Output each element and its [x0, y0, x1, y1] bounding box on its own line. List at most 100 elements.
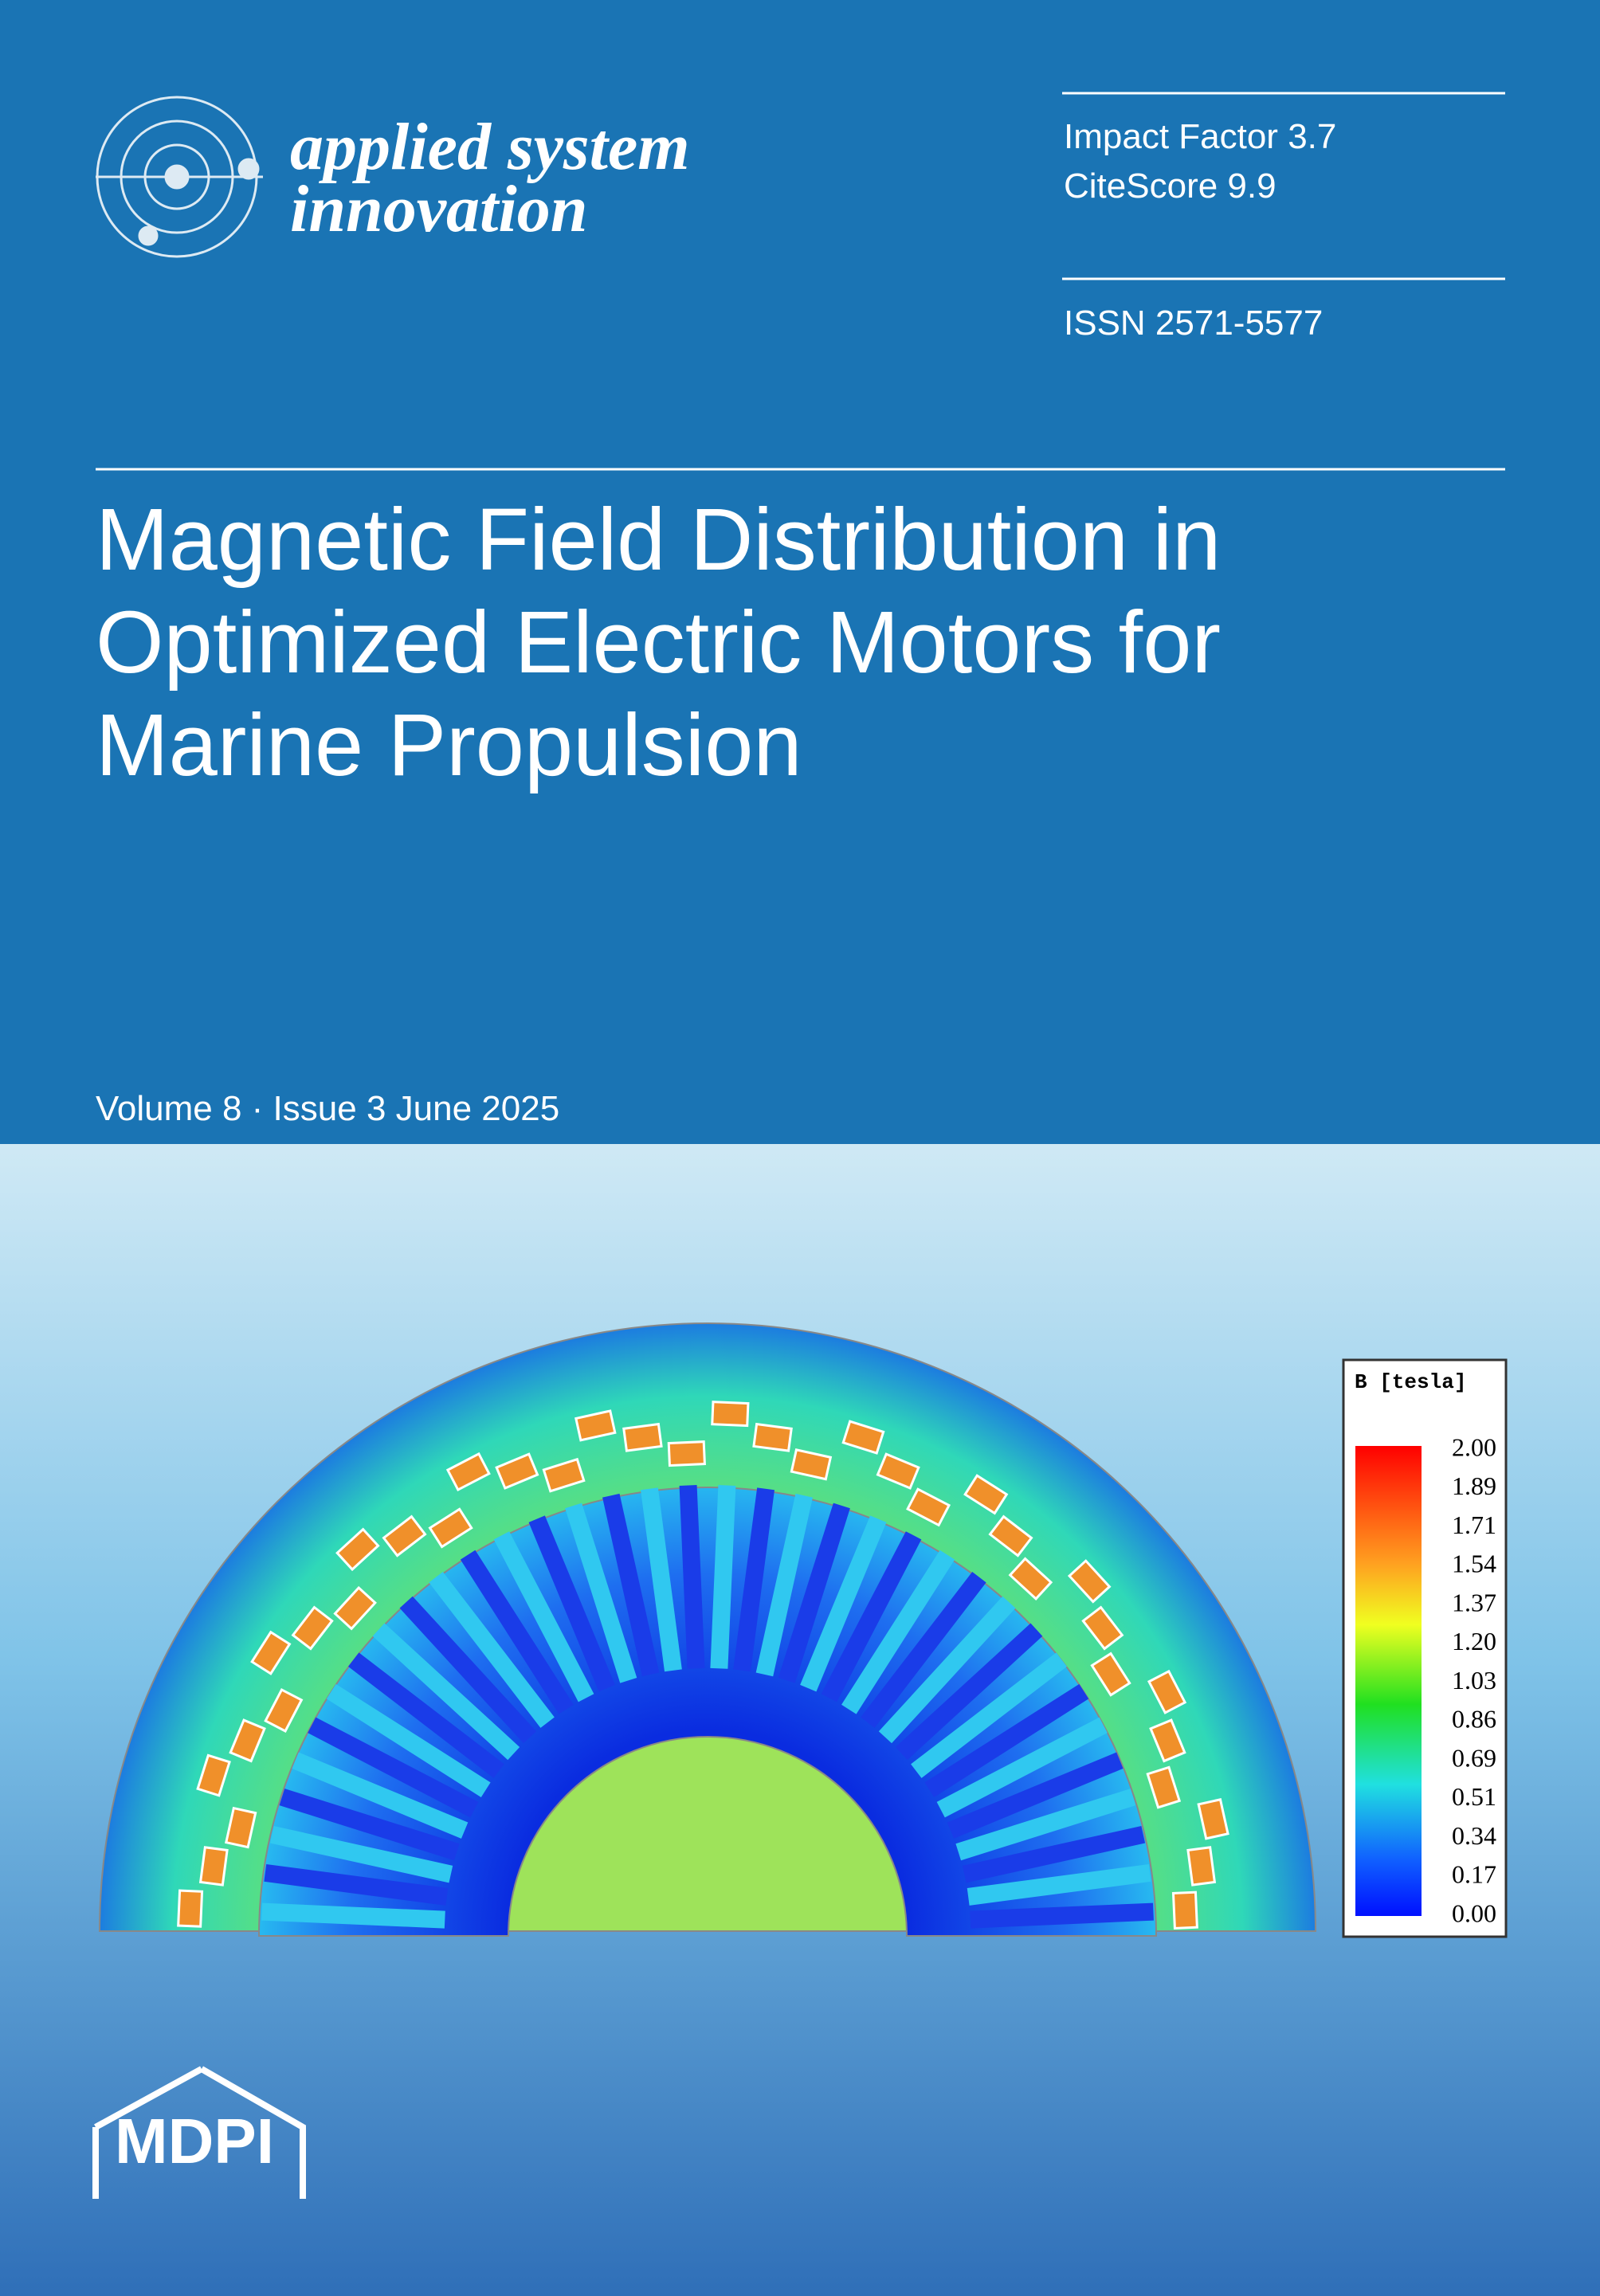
- citescore: CiteScore 9.9: [1064, 167, 1276, 206]
- slot: [733, 1487, 775, 1672]
- slot: [924, 1683, 1089, 1797]
- magnet: [575, 1409, 617, 1442]
- slot: [911, 1652, 1067, 1778]
- slot: [279, 1789, 460, 1861]
- slot: [947, 1752, 1124, 1839]
- legend-label: 1.89: [1452, 1471, 1496, 1500]
- slot: [372, 1623, 520, 1761]
- impact-factor: Impact Factor 3.7: [1064, 117, 1336, 156]
- slot: [269, 1826, 453, 1883]
- magnet: [177, 1889, 204, 1928]
- slot: [308, 1717, 479, 1818]
- slot: [800, 1515, 887, 1692]
- legend-label: 0.17: [1452, 1860, 1496, 1889]
- legend-label: 0.86: [1452, 1705, 1496, 1734]
- slot: [861, 1572, 986, 1728]
- legend-label: 1.37: [1452, 1588, 1496, 1616]
- motor-field-plot: [98, 1322, 1317, 1937]
- cover-title: Marine Propulsion: [96, 696, 802, 794]
- magnet: [225, 1806, 257, 1849]
- magnet: [1008, 1557, 1053, 1601]
- slot: [261, 1902, 445, 1929]
- magnet: [906, 1487, 951, 1527]
- slot: [460, 1550, 574, 1714]
- magnet: [495, 1452, 539, 1490]
- slot: [429, 1572, 555, 1728]
- issue-info: Volume 8 · Issue 3 June 2025: [96, 1089, 559, 1128]
- legend-label: 1.71: [1452, 1510, 1496, 1539]
- slot: [326, 1683, 491, 1797]
- header-band: [0, 0, 1600, 1144]
- slot: [710, 1485, 736, 1669]
- magnet: [445, 1452, 491, 1492]
- magnet: [542, 1457, 586, 1493]
- magnet: [291, 1605, 334, 1651]
- slot: [399, 1596, 537, 1744]
- legend-label: 2.00: [1452, 1432, 1496, 1461]
- journal-logo: [96, 96, 263, 258]
- slot: [755, 1493, 813, 1677]
- slot: [679, 1485, 705, 1669]
- slot: [841, 1550, 955, 1714]
- magnet: [1090, 1651, 1131, 1697]
- magnet: [1186, 1846, 1217, 1887]
- magnet: [428, 1507, 473, 1549]
- magnet: [335, 1527, 380, 1572]
- magnet: [264, 1687, 304, 1733]
- slot: [348, 1652, 504, 1778]
- legend-label: 0.34: [1452, 1821, 1496, 1850]
- slot: [970, 1902, 1154, 1929]
- colorbar: [1355, 1446, 1422, 1916]
- legend-label: 1.20: [1452, 1627, 1496, 1655]
- magnet: [1081, 1605, 1124, 1651]
- slot: [778, 1503, 850, 1683]
- magnet: [229, 1718, 266, 1763]
- slot: [640, 1487, 682, 1672]
- magnet: [333, 1585, 377, 1631]
- slot: [264, 1863, 449, 1906]
- legend-label: 1.54: [1452, 1550, 1496, 1578]
- journal-name: applied system: [290, 110, 690, 184]
- magnet: [841, 1420, 885, 1455]
- magnet: [1171, 1890, 1198, 1930]
- magnet: [1149, 1718, 1186, 1763]
- magnet: [963, 1474, 1009, 1515]
- slot: [936, 1717, 1108, 1818]
- legend-label: 0.51: [1452, 1782, 1496, 1811]
- cover-title: Magnetic Field Distribution in: [96, 491, 1221, 589]
- magnet: [198, 1846, 229, 1887]
- magnet: [1147, 1669, 1187, 1714]
- magnet: [1197, 1798, 1229, 1840]
- slot: [565, 1503, 637, 1683]
- magnet: [1067, 1559, 1112, 1604]
- slot: [602, 1493, 660, 1677]
- cover-title: Optimized Electric Motors for: [96, 594, 1221, 692]
- slot: [962, 1826, 1146, 1883]
- journal-name: innovation: [290, 172, 587, 246]
- magnet: [988, 1514, 1033, 1557]
- magnet: [667, 1440, 706, 1467]
- magnet: [382, 1514, 427, 1557]
- legend-label: 1.03: [1452, 1666, 1496, 1695]
- magnet: [250, 1630, 292, 1675]
- legend-title: B [tesla]: [1355, 1370, 1466, 1394]
- mdpi-logo: [92, 2066, 306, 2199]
- slot: [821, 1531, 922, 1702]
- magnet: [711, 1401, 750, 1428]
- magnet: [752, 1422, 793, 1452]
- issn: ISSN 2571-5577: [1064, 304, 1323, 343]
- magnet: [622, 1422, 663, 1452]
- slot: [955, 1789, 1136, 1861]
- slot: [895, 1623, 1043, 1761]
- legend-label: 0.00: [1452, 1898, 1496, 1927]
- slot: [967, 1863, 1151, 1906]
- magnet: [1146, 1765, 1182, 1809]
- legend-label: 0.69: [1452, 1743, 1496, 1772]
- magnet: [876, 1452, 920, 1490]
- magnet: [196, 1753, 231, 1797]
- slot: [292, 1752, 469, 1839]
- slot: [493, 1531, 594, 1702]
- publisher: MDPI: [115, 2106, 274, 2176]
- slot: [878, 1596, 1016, 1744]
